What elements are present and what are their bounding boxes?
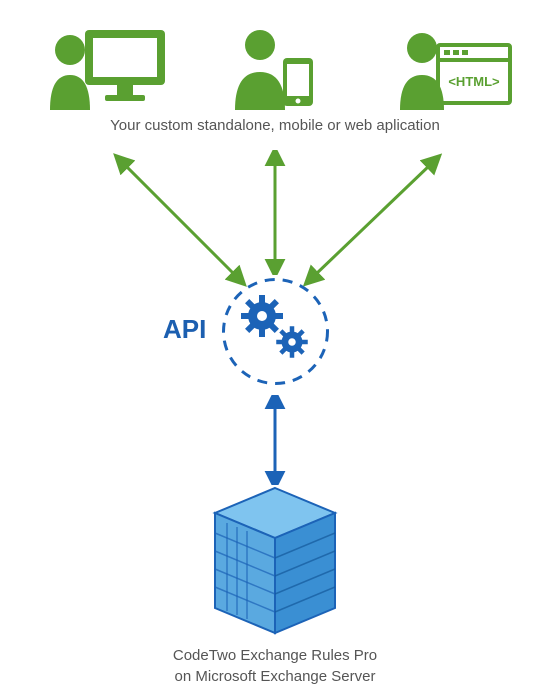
diagram-canvas: <HTML> Your custom standalone, mobile or…	[0, 0, 548, 700]
user-desktop	[50, 20, 170, 115]
user-web: <HTML>	[400, 20, 515, 115]
server-icon	[205, 483, 345, 648]
api-label: API	[163, 314, 206, 345]
user-mobile	[225, 20, 325, 115]
top-caption: Your custom standalone, mobile or web ap…	[65, 115, 485, 136]
gears-icon	[241, 295, 308, 358]
bottom-caption-line2: on Microsoft Exchange Server	[175, 668, 376, 685]
bottom-caption: CodeTwo Exchange Rules Pro on Microsoft …	[115, 645, 435, 687]
html-tag-text: <HTML>	[448, 74, 500, 89]
api-circle	[218, 274, 333, 394]
arrow-mobile-to-api	[258, 150, 292, 275]
arrow-api-to-server	[258, 395, 292, 485]
bottom-caption-line1: CodeTwo Exchange Rules Pro	[173, 647, 377, 664]
